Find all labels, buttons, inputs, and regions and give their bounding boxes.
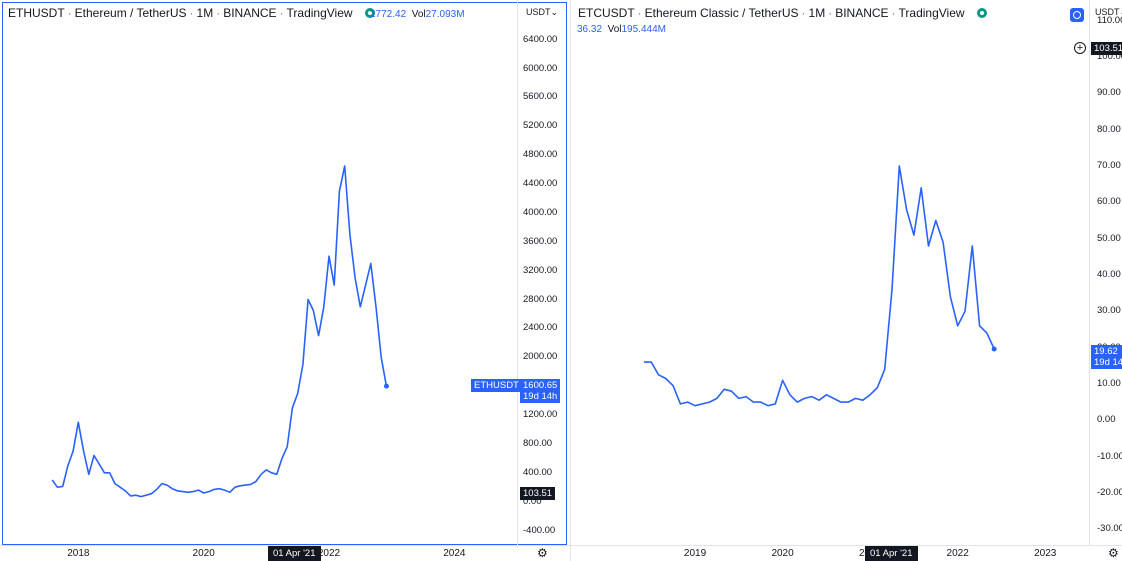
price-tick-label: 90.00 (1097, 87, 1121, 99)
bar-countdown: 19d 14h (523, 391, 558, 402)
symbol-price-label: ETHUSDT (471, 379, 522, 392)
symbol-ticker[interactable]: ETHUSDT (8, 6, 65, 20)
symbol-legend[interactable]: ETHUSDT · Ethereum / TetherUS · 1M · BIN… (8, 6, 375, 20)
time-tick-label: 2024 (443, 548, 466, 559)
time-tick-label: 2023 (1034, 548, 1057, 559)
price-tick-label: 100.00 (1097, 51, 1122, 63)
price-tick-label: 0.00 (1097, 414, 1116, 426)
symbol-ticker[interactable]: ETCUSDT (578, 6, 635, 20)
price-tick-label: -20.00 (1097, 486, 1122, 498)
exchange-label: BINANCE (223, 6, 277, 20)
legend-values: 36.32 Vol195.444M (577, 24, 666, 35)
price-scale-border (517, 0, 518, 545)
price-tick-label: 10.00 (1097, 377, 1121, 389)
time-tick-label: 2020 (192, 548, 215, 559)
price-tick-label: 3200.00 (523, 264, 558, 276)
symbol-description: Ethereum / TetherUS (74, 6, 187, 20)
volume-label: Vol (411, 9, 426, 20)
currency-unit-label[interactable]: USDT⌄ (526, 7, 559, 17)
crosshair-date-label: 01 Apr '21 (268, 546, 321, 561)
interval-label[interactable]: 1M (808, 6, 826, 20)
crosshair-price-label: 103.51 (520, 487, 556, 500)
price-tick-label: 60.00 (1097, 196, 1121, 208)
price-series-line[interactable] (644, 165, 995, 407)
chart-pane-ethusdt[interactable]: ETHUSDT · Ethereum / TetherUS · 1M · BIN… (0, 0, 570, 561)
price-tick-label: 110.00 (1097, 14, 1122, 26)
price-tick-label: 2400.00 (523, 322, 558, 334)
market-status-icon[interactable] (976, 8, 987, 18)
price-tick-label: 400.00 (523, 466, 553, 478)
price-chart-canvas[interactable] (571, 0, 1122, 561)
last-price: 2772.42 (370, 9, 407, 20)
pane-divider[interactable] (570, 0, 571, 561)
gear-icon[interactable]: ⚙ (1108, 546, 1119, 560)
price-tick-label: 800.00 (523, 437, 553, 449)
price-tick-label: 4400.00 (523, 178, 558, 190)
price-tick-label: 6000.00 (523, 62, 558, 74)
bar-countdown: 19d 14h (1094, 357, 1122, 368)
market-status-icon[interactable] (364, 8, 375, 18)
volume-value: 195.444M (621, 24, 666, 35)
price-scale-border (1089, 0, 1090, 545)
price-tick-label: 50.00 (1097, 232, 1121, 244)
last-price-tag: 19.62 19d 14h (1091, 345, 1122, 369)
time-tick-label: 2020 (771, 548, 794, 559)
exchange-label: BINANCE (835, 6, 889, 20)
price-tick-label: -400.00 (523, 524, 556, 536)
price-tick-label: 40.00 (1097, 269, 1121, 280)
last-price: 36.32 (577, 24, 603, 35)
gear-icon[interactable]: ⚙ (537, 546, 548, 560)
price-tick-label: -30.00 (1097, 523, 1122, 535)
price-tick-label: 5600.00 (523, 91, 558, 103)
price-tick-label: 2800.00 (523, 293, 558, 305)
time-scale-border (571, 545, 1122, 546)
time-tick-label: 2019 (683, 548, 707, 559)
source-label: TradingView (286, 6, 353, 20)
price-tick-label: 30.00 (1097, 305, 1121, 317)
chart-pane-etcusdt[interactable]: ETCUSDT · Ethereum Classic / TetherUS · … (571, 0, 1122, 561)
object-tree-icon[interactable] (1070, 8, 1084, 22)
price-tick-label: 4000.00 (523, 206, 558, 218)
time-tick-label: 2022 (946, 548, 969, 559)
price-tick-label: -10.00 (1097, 450, 1122, 462)
plus-circle-icon[interactable]: + (1074, 42, 1086, 54)
price-series-line[interactable] (51, 165, 388, 498)
time-scale-border (0, 545, 570, 546)
price-tick-label: 6400.00 (523, 33, 558, 45)
price-tick-label: 2000.00 (523, 351, 558, 363)
symbol-legend[interactable]: ETCUSDT · Ethereum Classic / TetherUS · … (578, 6, 987, 20)
last-price-dot (383, 383, 389, 389)
price-chart-canvas[interactable] (0, 0, 570, 561)
legend-values: 2772.42 Vol27.093M (370, 9, 465, 20)
volume-value: 27.093M (425, 9, 465, 20)
crosshair-price-label: 103.51 (1091, 42, 1122, 55)
price-tick-label: 4800.00 (523, 149, 558, 161)
price-tick-label: 1200.00 (523, 409, 558, 421)
currency-unit-label[interactable]: USDT⌄ (1095, 7, 1122, 17)
crosshair-date-label: 01 Apr '21 (865, 546, 918, 561)
price-tick-label: 70.00 (1097, 160, 1121, 172)
price-tag-value: 1600.65 (523, 380, 558, 391)
time-tick-label: 2022 (317, 548, 341, 559)
price-tag-value: 19.62 (1094, 346, 1118, 357)
price-tick-label: 5200.00 (523, 120, 558, 132)
symbol-description: Ethereum Classic / TetherUS (644, 6, 799, 20)
interval-label[interactable]: 1M (196, 6, 214, 20)
last-price-tag: 1600.65 19d 14h (520, 379, 561, 403)
time-tick-label: 2018 (67, 548, 90, 559)
price-tick-label: 3600.00 (523, 235, 558, 247)
last-price-dot (991, 346, 997, 352)
price-tick-label: 80.00 (1097, 123, 1121, 135)
source-label: TradingView (898, 6, 965, 20)
price-tick-label: 0.00 (523, 495, 542, 507)
volume-label: Vol (607, 24, 622, 35)
